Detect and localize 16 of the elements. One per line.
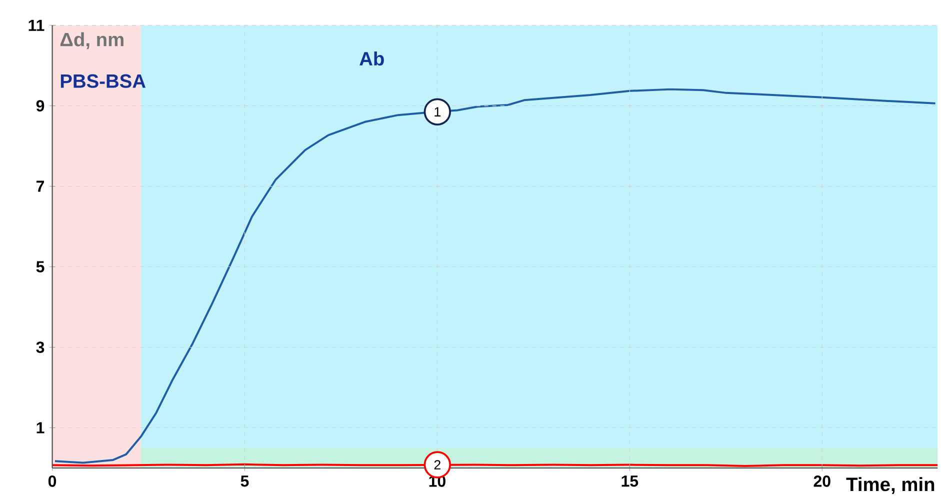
x-tick-label: 0 (48, 476, 56, 487)
x-tick-label: 5 (240, 476, 249, 487)
x-tick-label: 20 (814, 476, 830, 487)
x-axis-title: Time, min (846, 477, 934, 494)
y-tick-label: 9 (36, 100, 44, 112)
y-tick-label: 3 (36, 342, 44, 353)
legend-label: 2 (434, 460, 440, 470)
legend-label: 1 (434, 107, 440, 116)
y-tick-label: 11 (28, 20, 44, 31)
y-tick-label: 1 (36, 422, 44, 434)
y-tick-label: 5 (36, 261, 44, 272)
band-label: PBS-BSA (60, 74, 146, 88)
x-tick-label: 15 (622, 476, 638, 487)
y-axis-title: Δd, nm (60, 32, 124, 50)
y-tick-label: 7 (36, 180, 44, 192)
band-label: Ab (360, 51, 384, 66)
